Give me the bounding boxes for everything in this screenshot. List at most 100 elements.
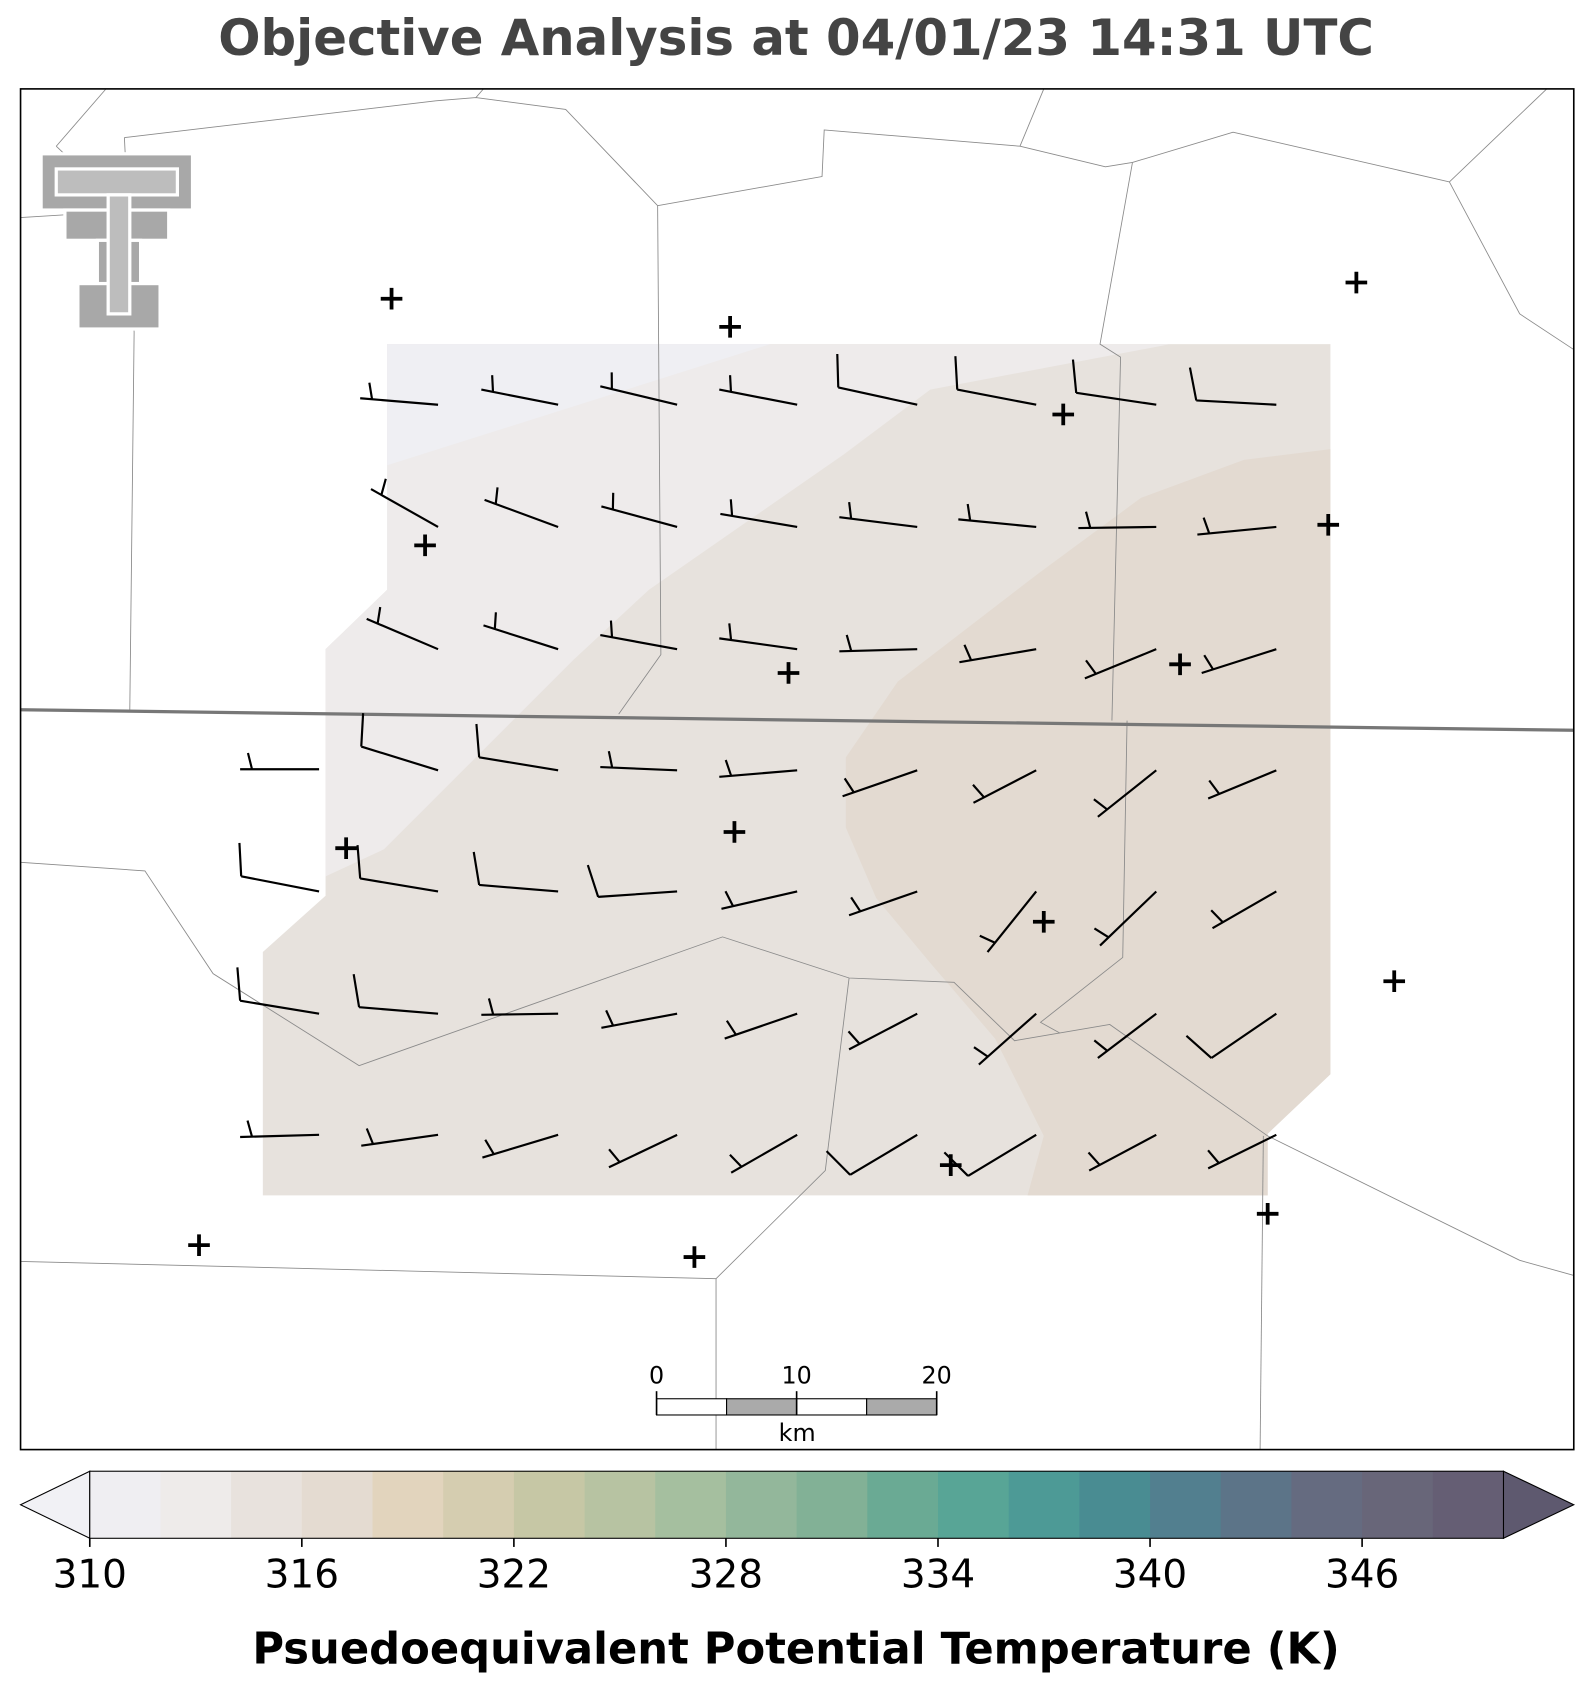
wind-barb <box>719 759 798 778</box>
wind-barb <box>847 1012 918 1051</box>
wind-barb <box>1093 1012 1157 1059</box>
station-marker <box>1256 1202 1279 1225</box>
wind-barb <box>600 620 678 651</box>
wind-barb <box>973 1012 1037 1066</box>
wind-barb <box>1210 890 1277 930</box>
title: Objective Analysis at 04/01/23 14:31 UTC <box>218 9 1374 67</box>
wind-barb <box>719 375 798 406</box>
colorbar-label: Psuedoequivalent Potential Temperature (… <box>252 1624 1339 1674</box>
state-line <box>20 708 1574 732</box>
map-frame <box>19 88 1575 1451</box>
wind-barb <box>482 1133 559 1159</box>
colorbar-segment <box>443 1471 515 1539</box>
colorbar-segment <box>655 1471 727 1539</box>
colorbar-tick-label: 328 <box>689 1553 763 1598</box>
wind-barb <box>1087 1133 1157 1172</box>
wind-barb <box>1197 517 1277 536</box>
wind-barb <box>586 864 678 898</box>
scale-segment <box>726 1398 798 1416</box>
wind-barb <box>370 478 439 528</box>
wind-barb <box>1084 648 1157 680</box>
wind-barb <box>825 1133 918 1176</box>
station-marker <box>939 1154 962 1176</box>
wind-barb <box>1201 648 1277 675</box>
stations <box>188 271 1406 1268</box>
wind-barb <box>481 375 559 406</box>
wind-barb <box>954 356 1037 406</box>
wind-barb <box>1078 511 1157 530</box>
colorbar-segment <box>1220 1471 1292 1539</box>
wind-barb <box>240 1120 320 1139</box>
wind-barbs <box>236 353 1277 1177</box>
scale-unit: km <box>779 1419 816 1447</box>
wind-barb <box>979 890 1038 953</box>
colorbar-segment <box>513 1471 586 1539</box>
colorbar-segment <box>1432 1471 1505 1539</box>
shade-region <box>387 344 771 466</box>
wind-barb <box>1185 1012 1277 1059</box>
wind-barb <box>236 967 320 1015</box>
shade-region <box>845 449 1331 1196</box>
wind-barb <box>240 752 320 771</box>
colorbar-segment <box>1079 1471 1151 1539</box>
wind-barb <box>472 851 559 893</box>
colorbar-segment <box>796 1471 868 1539</box>
wind-barb <box>721 890 798 910</box>
scale-bar: km 0 10 20 <box>649 1362 952 1447</box>
station-marker <box>1345 271 1368 294</box>
wind-barb <box>608 1133 678 1169</box>
colorbar-segment <box>301 1471 374 1539</box>
scale-segment <box>796 1398 868 1416</box>
wind-barb <box>238 842 320 893</box>
wind-barb <box>972 769 1037 804</box>
colorbar-tick-label: 334 <box>901 1553 975 1598</box>
wind-barb <box>848 890 918 917</box>
wind-barb <box>836 353 918 406</box>
wind-barb <box>959 644 1037 664</box>
station-marker <box>1383 970 1406 993</box>
wind-barb <box>1207 769 1277 800</box>
wind-barb <box>361 1128 439 1147</box>
wind-barb <box>484 487 559 528</box>
scale-tick-label: 20 <box>922 1362 952 1390</box>
colorbar-segment <box>89 1471 162 1539</box>
colorbar-segment <box>584 1471 656 1539</box>
map <box>19 88 1575 1451</box>
station-marker <box>683 1246 706 1268</box>
wind-barb <box>360 382 439 406</box>
wind-barb <box>1093 890 1158 947</box>
station-marker <box>335 837 357 860</box>
scale-tick-label: 10 <box>781 1362 811 1390</box>
colorbar-frame <box>89 1470 1505 1539</box>
colorbar: Psuedoequivalent Potential Temperature (… <box>19 1470 1576 1674</box>
wind-barb <box>601 492 678 529</box>
scale-segment <box>656 1398 728 1416</box>
wind-barb <box>842 769 918 798</box>
colorbar-segment <box>867 1471 939 1539</box>
county-lines <box>20 88 1575 1450</box>
wind-barb <box>720 499 798 529</box>
wind-barb <box>1071 359 1157 406</box>
shade-region <box>325 344 1171 877</box>
colorbar-extend-high <box>1502 1470 1576 1540</box>
colorbar-segment <box>1008 1471 1080 1539</box>
station-marker <box>188 1234 210 1256</box>
colorbar-segment <box>1150 1471 1222 1539</box>
colorbar-segment <box>1291 1471 1363 1539</box>
wind-barb <box>1188 367 1277 406</box>
station-marker <box>1032 910 1055 933</box>
station-marker <box>719 316 741 338</box>
wind-barb <box>360 713 439 772</box>
wind-barb <box>729 1133 798 1174</box>
station-marker <box>1317 513 1340 536</box>
colorbar-segment <box>231 1471 303 1539</box>
wind-barb <box>600 750 678 772</box>
colorbar-tick-label: 346 <box>1325 1553 1399 1598</box>
wind-barb <box>1093 769 1157 818</box>
station-marker <box>1169 653 1191 676</box>
station-marker <box>380 287 403 310</box>
wind-barb <box>724 1012 798 1040</box>
logo <box>39 152 195 331</box>
wind-barb <box>719 623 798 651</box>
